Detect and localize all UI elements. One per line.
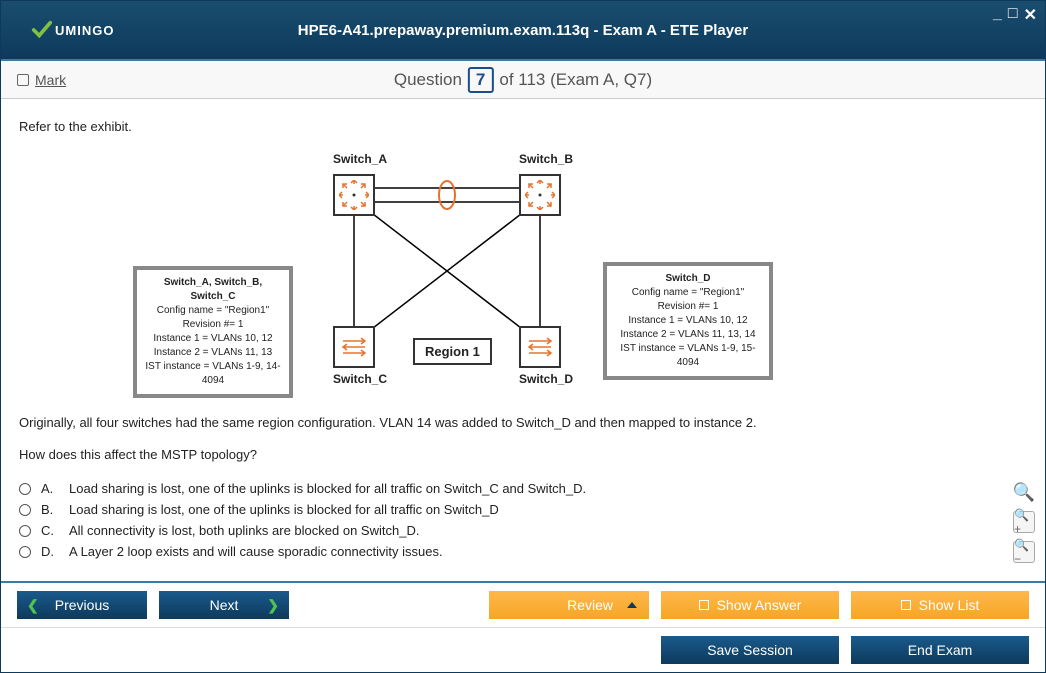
- footer-row-2: Save Session End Exam: [1, 628, 1045, 672]
- next-button[interactable]: Next ❯: [159, 591, 289, 619]
- show-answer-button[interactable]: Show Answer: [661, 591, 839, 619]
- option-b[interactable]: B. Load sharing is lost, one of the upli…: [19, 499, 1027, 520]
- radio-icon: [19, 483, 31, 495]
- question-number[interactable]: 7: [468, 67, 493, 93]
- minimize-icon[interactable]: _: [993, 5, 1002, 25]
- info-left-title: Switch_A, Switch_B, Switch_C: [164, 277, 262, 302]
- label-switch-b: Switch_B: [519, 152, 573, 166]
- footer: ❮ Previous Next ❯ Review Show Answer Sho…: [1, 581, 1045, 672]
- options-list: A. Load sharing is lost, one of the upli…: [19, 478, 1027, 562]
- logo-text: UMINGO: [55, 23, 114, 38]
- radio-icon: [19, 504, 31, 516]
- info-right-title: Switch_D: [665, 273, 710, 284]
- maximize-icon[interactable]: □: [1008, 5, 1018, 25]
- region-label: Region 1: [413, 338, 492, 365]
- network-diagram: Switch_A Switch_B Switch_C Switch_D Swit…: [123, 146, 923, 396]
- close-icon[interactable]: ✕: [1024, 5, 1037, 25]
- node-switch-a: [333, 174, 375, 216]
- chevron-left-icon: ❮: [27, 597, 39, 614]
- chevron-right-icon: ❯: [267, 597, 279, 614]
- question-indicator: Question 7 of 113 (Exam A, Q7): [394, 67, 652, 93]
- question-prompt: How does this affect the MSTP topology?: [19, 446, 1027, 464]
- checkbox-icon: [17, 74, 29, 86]
- window-controls: _ □ ✕: [993, 5, 1037, 25]
- question-header: Mark Question 7 of 113 (Exam A, Q7): [1, 61, 1045, 99]
- option-c[interactable]: C. All connectivity is lost, both uplink…: [19, 520, 1027, 541]
- triangle-up-icon: [627, 602, 637, 608]
- option-a[interactable]: A. Load sharing is lost, one of the upli…: [19, 478, 1027, 499]
- zoom-in-icon[interactable]: 🔍+: [1013, 511, 1035, 533]
- label-switch-a: Switch_A: [333, 152, 387, 166]
- window-title: HPE6-A41.prepaway.premium.exam.113q - Ex…: [298, 22, 748, 39]
- label-switch-c: Switch_C: [333, 372, 387, 386]
- zoom-out-icon[interactable]: 🔍−: [1013, 541, 1035, 563]
- save-session-button[interactable]: Save Session: [661, 636, 839, 664]
- node-switch-b: [519, 174, 561, 216]
- label-switch-d: Switch_D: [519, 372, 573, 386]
- logo: UMINGO: [31, 19, 114, 41]
- question-paragraph: Originally, all four switches had the sa…: [19, 414, 1027, 432]
- radio-icon: [19, 525, 31, 537]
- end-exam-button[interactable]: End Exam: [851, 636, 1029, 664]
- zoom-tools: 🔍 🔍+ 🔍−: [1013, 481, 1035, 563]
- radio-icon: [19, 546, 31, 558]
- titlebar: UMINGO HPE6-A41.prepaway.premium.exam.11…: [1, 1, 1045, 61]
- footer-row-1: ❮ Previous Next ❯ Review Show Answer Sho…: [1, 583, 1045, 628]
- info-box-left: Switch_A, Switch_B, Switch_C Config name…: [133, 266, 293, 398]
- question-word: Question: [394, 70, 462, 90]
- app-window: UMINGO HPE6-A41.prepaway.premium.exam.11…: [0, 0, 1046, 673]
- node-switch-d: [519, 326, 561, 368]
- review-button[interactable]: Review: [489, 591, 649, 619]
- search-icon[interactable]: 🔍: [1013, 481, 1035, 503]
- logo-check-icon: [31, 19, 53, 41]
- show-list-button[interactable]: Show List: [851, 591, 1029, 619]
- square-icon: [699, 600, 709, 610]
- content-area: Refer to the exhibit. Switch_A Switch_B …: [1, 101, 1045, 580]
- square-icon: [901, 600, 911, 610]
- mark-checkbox[interactable]: Mark: [17, 72, 66, 88]
- node-switch-c: [333, 326, 375, 368]
- exhibit-ref: Refer to the exhibit.: [19, 119, 1027, 134]
- question-suffix: of 113 (Exam A, Q7): [499, 70, 652, 90]
- info-box-right: Switch_D Config name = "Region1" Revisio…: [603, 262, 773, 380]
- option-d[interactable]: D. A Layer 2 loop exists and will cause …: [19, 541, 1027, 562]
- mark-label: Mark: [35, 72, 66, 88]
- previous-button[interactable]: ❮ Previous: [17, 591, 147, 619]
